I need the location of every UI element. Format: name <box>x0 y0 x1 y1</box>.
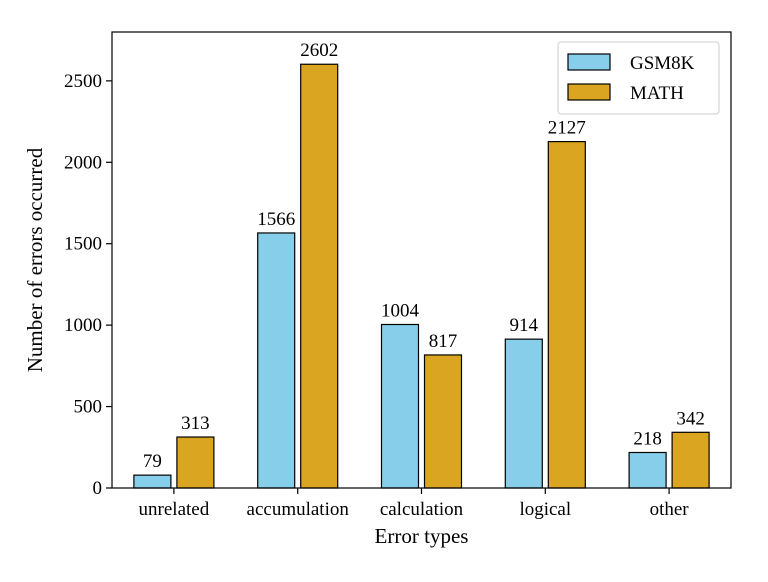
y-tick-label-0: 0 <box>93 478 103 499</box>
data-label-math-calculation: 817 <box>429 331 458 352</box>
data-label-gsm8k-other: 218 <box>633 428 662 449</box>
x-tick-label-other: other <box>650 499 690 520</box>
y-tick-label-1000: 1000 <box>64 315 102 336</box>
legend-swatch-gsm8k <box>567 53 611 71</box>
legend-label-math: MATH <box>630 83 684 104</box>
bar-math-accumulation <box>300 63 339 489</box>
x-tick-label-calculation: calculation <box>380 499 464 520</box>
legend: GSM8K MATH <box>557 41 720 115</box>
data-label-gsm8k-accumulation: 1566 <box>257 209 295 230</box>
bar-math-unrelated <box>176 436 215 489</box>
x-axis-ticks: unrelated accumulation calculation logical o… <box>139 488 690 520</box>
bar-math-logical <box>547 141 586 489</box>
x-tick-label-logical: logical <box>519 499 571 520</box>
data-label-gsm8k-calculation: 1004 <box>381 300 420 321</box>
bars-layer <box>133 63 710 489</box>
y-tick-label-2000: 2000 <box>64 152 102 173</box>
data-label-gsm8k-unrelated: 79 <box>143 451 162 472</box>
bar-gsm8k-accumulation <box>257 232 296 489</box>
y-tick-label-1500: 1500 <box>64 234 102 255</box>
x-tick-label-unrelated: unrelated <box>139 499 210 520</box>
bar-gsm8k-unrelated <box>133 474 172 489</box>
y-axis-ticks: 0 500 1000 1500 2000 2500 <box>64 71 112 499</box>
y-tick-label-2500: 2500 <box>64 71 102 92</box>
bar-math-calculation <box>423 354 463 489</box>
y-axis-label: Number of errors occurred <box>23 147 47 372</box>
plot-frame <box>111 31 732 489</box>
y-tick-label-500: 500 <box>74 397 103 418</box>
legend-swatch-math <box>567 83 611 101</box>
bar-math-other <box>671 431 710 489</box>
data-label-math-other: 342 <box>676 408 705 429</box>
bar-labels-layer: 79 313 1566 2602 1004 817 914 2127 218 342 <box>143 40 705 472</box>
x-axis-label: Error types <box>375 524 469 548</box>
data-label-math-unrelated: 313 <box>181 413 210 434</box>
legend-label-gsm8k: GSM8K <box>630 53 695 74</box>
data-label-gsm8k-logical: 914 <box>510 315 539 336</box>
bar-gsm8k-other <box>628 451 667 489</box>
data-label-math-accumulation: 2602 <box>300 40 338 61</box>
data-label-math-logical: 2127 <box>548 118 586 139</box>
x-tick-label-accumulation: accumulation <box>247 499 350 520</box>
bar-gsm8k-calculation <box>380 323 420 489</box>
bar-gsm8k-logical <box>504 338 543 489</box>
